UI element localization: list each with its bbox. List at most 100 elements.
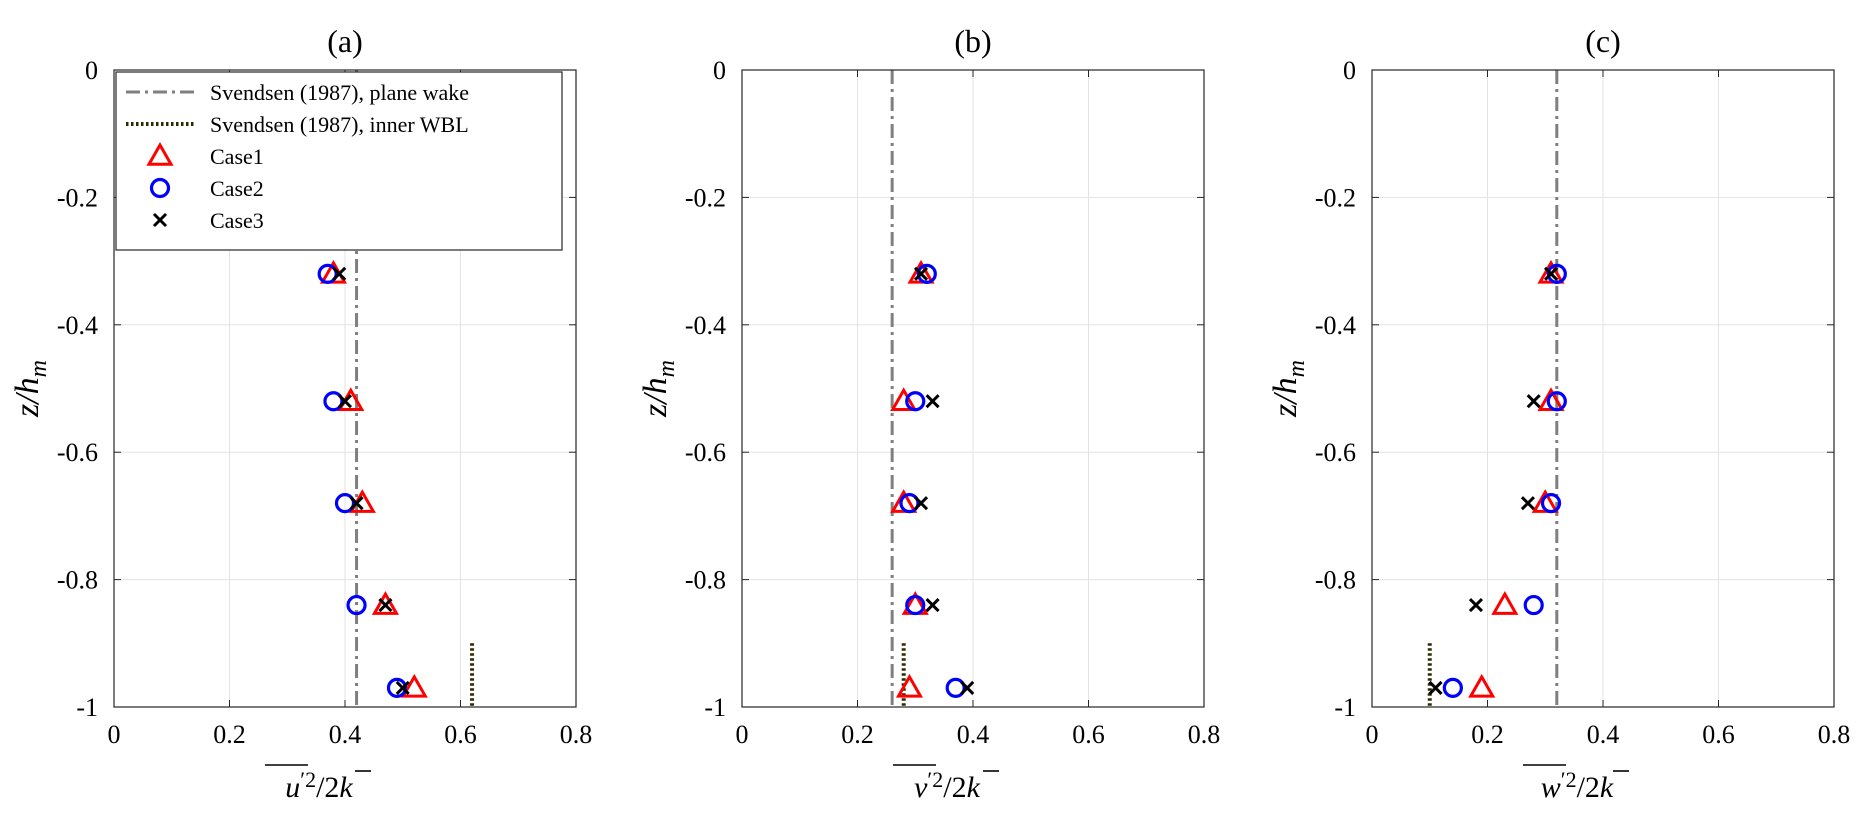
case2-marker [945, 677, 966, 698]
case2-marker [346, 594, 367, 616]
case2-marker [899, 493, 920, 514]
case3-marker [1520, 496, 1535, 511]
x-axis-label-part: v [914, 771, 928, 804]
y-tick-label: -0.2 [1315, 183, 1356, 212]
case2-marker [1546, 391, 1567, 412]
y-tick-label: -0.6 [57, 438, 98, 467]
case2-marker [916, 263, 937, 284]
y-axis-label: z/hm [1267, 360, 1310, 418]
y-axis-label-main: z/h [1267, 377, 1304, 418]
case3-marker [1428, 680, 1443, 695]
y-axis-label-sub: m [1284, 360, 1310, 377]
legend-symbol-case2 [149, 177, 171, 199]
panel-title: (c) [1585, 23, 1621, 59]
legend-label: Case2 [210, 176, 264, 201]
x-tick-label: 0 [108, 720, 121, 749]
x-tick-label: 0 [736, 720, 749, 749]
x-tick-label: 0.4 [1587, 720, 1620, 749]
x-tick-label: 0 [1366, 720, 1379, 749]
case1-marker [890, 387, 918, 411]
x-tick-label: 0.6 [444, 720, 477, 749]
panel-b: 0 0.2 0.4 0.6 0.8 0 -0.2 -0.4 -0.6 -0.8 -1 (b) z/hm v… [637, 23, 1220, 804]
case2-marker [905, 391, 926, 412]
x-axis-label-part: /2 [943, 771, 966, 804]
y-axis-label-sub: m [654, 360, 680, 377]
x-tick-label: 0.8 [1188, 720, 1221, 749]
case3-marker [925, 394, 940, 409]
x-tick-label: 0.2 [841, 720, 874, 749]
x-axis-label-part: ′2 [927, 767, 943, 792]
x-tick-label: 0.6 [1702, 720, 1735, 749]
y-axis-label-main: z/h [9, 377, 46, 418]
case3-marker [1526, 394, 1541, 409]
y-tick-label: -1 [76, 693, 98, 722]
x-axis-label: v′2/2k [914, 767, 980, 804]
y-axis-label-sub: m [26, 360, 52, 377]
y-tick-label: -0.6 [685, 438, 726, 467]
legend-label: Case3 [210, 208, 264, 233]
x-axis-label-part: ′2 [1561, 767, 1577, 792]
case1-marker [371, 591, 400, 615]
y-tick-label: 0 [85, 56, 98, 85]
case2-marker [1442, 677, 1463, 698]
legend-symbol-case1 [146, 141, 174, 166]
case3-marker [395, 680, 410, 695]
case1-marker [1468, 673, 1496, 698]
y-tick-label: -0.2 [57, 183, 98, 212]
x-tick-label: 0.8 [1818, 720, 1851, 749]
x-tick-label: 0.6 [1072, 720, 1105, 749]
x-axis-label-part: k [339, 771, 353, 804]
y-tick-label: -0.2 [685, 183, 726, 212]
x-axis-label-part: w [1541, 771, 1561, 804]
y-tick-label: -0.6 [1315, 438, 1356, 467]
x-axis-label-part: ′2 [300, 767, 316, 792]
panel-title: (a) [327, 23, 363, 59]
legend-box [115, 71, 563, 251]
y-tick-label: -0.8 [57, 566, 98, 595]
case3-marker [349, 496, 364, 511]
legend: Svendsen (1987), plane wake Svendsen (198… [115, 71, 563, 251]
panel-c: 0 0.2 0.4 0.6 0.8 0 -0.2 -0.4 -0.6 -0.8 -1 (c) z/hm w… [1267, 23, 1850, 804]
case1-marker [895, 673, 924, 698]
x-axis-label: u′2/2k [285, 767, 353, 804]
case2-marker [1540, 493, 1562, 514]
legend-label: Case1 [210, 144, 264, 169]
y-tick-label: -0.8 [1315, 566, 1356, 595]
x-tick-label: 0.4 [957, 720, 990, 749]
y-axis-label: z/hm [637, 360, 680, 418]
case2-marker [1546, 263, 1567, 284]
x-axis-label-part: /2 [316, 771, 339, 804]
case2-marker [905, 594, 926, 616]
y-axis-label-main: z/h [637, 377, 674, 418]
x-tick-label: 0.2 [213, 720, 246, 749]
case2-marker [1523, 594, 1544, 616]
y-tick-label: -1 [1334, 693, 1356, 722]
case3-marker [913, 496, 929, 511]
y-tick-label: 0 [713, 56, 726, 85]
case3-marker [925, 598, 940, 613]
legend-label: Svendsen (1987), plane wake [210, 80, 469, 105]
y-axis-label: z/hm [9, 360, 52, 418]
case3-marker [913, 266, 929, 281]
x-tick-label: 0.4 [329, 720, 362, 749]
case2-marker [323, 391, 344, 412]
x-tick-label: 0.8 [560, 720, 593, 749]
case3-marker [1543, 266, 1559, 281]
case3-marker [378, 598, 393, 613]
case3-marker [337, 394, 353, 409]
case3-marker [332, 266, 347, 281]
y-tick-label: 0 [1343, 56, 1356, 85]
y-tick-label: -0.4 [57, 311, 98, 340]
legend-label: Svendsen (1987), inner WBL [210, 112, 469, 137]
legend-symbol-case3 [152, 212, 168, 228]
case3-marker [960, 680, 975, 695]
x-tick-label: 0.2 [1471, 720, 1504, 749]
x-axis-label-part: /2 [1577, 771, 1600, 804]
case2-marker [317, 263, 338, 284]
case1-marker [400, 673, 428, 698]
x-axis-label-part: k [967, 771, 981, 804]
y-tick-label: -0.4 [685, 311, 726, 340]
panel-title: (b) [954, 23, 991, 59]
case2-marker [386, 677, 408, 698]
